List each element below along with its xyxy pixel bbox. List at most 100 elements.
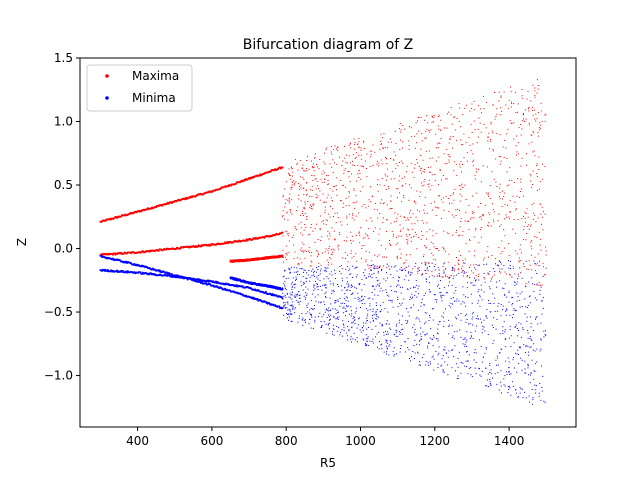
- point-maxima-chaotic: [300, 187, 302, 189]
- point-minima-branch: [205, 282, 207, 285]
- point-maxima-chaotic: [456, 230, 458, 232]
- point-minima-chaotic: [428, 320, 430, 322]
- point-minima-chaotic: [311, 270, 313, 272]
- x-tick-label: 800: [275, 434, 298, 448]
- point-maxima-chaotic: [432, 230, 434, 232]
- point-maxima-chaotic: [414, 231, 416, 233]
- point-maxima-chaotic: [297, 206, 299, 208]
- point-maxima-chaotic: [349, 142, 351, 144]
- point-maxima-chaotic: [415, 122, 417, 124]
- point-maxima-branch: [176, 200, 178, 203]
- point-minima-chaotic: [477, 264, 479, 266]
- point-maxima-chaotic: [352, 160, 354, 162]
- point-maxima-chaotic: [380, 140, 382, 142]
- point-minima-chaotic: [448, 350, 450, 352]
- point-minima-chaotic: [466, 313, 468, 315]
- point-maxima-chaotic: [331, 227, 333, 229]
- point-minima-chaotic: [529, 335, 531, 337]
- point-maxima-chaotic: [505, 104, 507, 106]
- point-minima-branch: [139, 271, 142, 274]
- point-maxima-chaotic: [402, 162, 404, 164]
- point-minima-chaotic: [298, 317, 300, 319]
- point-maxima-chaotic: [499, 114, 501, 116]
- point-maxima-chaotic: [503, 195, 505, 197]
- point-minima-chaotic: [294, 307, 296, 309]
- point-maxima-chaotic: [423, 222, 425, 224]
- point-minima-chaotic: [408, 315, 410, 317]
- point-minima-chaotic: [363, 284, 365, 286]
- point-maxima-chaotic: [371, 196, 373, 198]
- point-minima-chaotic: [539, 293, 541, 295]
- point-maxima-chaotic: [411, 268, 413, 270]
- point-minima-chaotic: [441, 358, 443, 360]
- point-maxima-chaotic: [416, 159, 418, 161]
- point-minima-chaotic: [348, 329, 350, 331]
- point-maxima-chaotic: [488, 274, 490, 276]
- point-minima-branch: [256, 298, 259, 300]
- point-maxima-branch: [273, 169, 276, 172]
- point-minima-chaotic: [481, 289, 483, 291]
- point-maxima-branch: [175, 248, 177, 250]
- point-minima-chaotic: [466, 351, 468, 352]
- point-minima-chaotic: [531, 359, 533, 361]
- point-minima-chaotic: [322, 284, 324, 286]
- point-maxima-chaotic: [390, 141, 392, 143]
- point-maxima-chaotic: [385, 157, 387, 159]
- point-maxima-chaotic: [316, 223, 318, 225]
- point-maxima-chaotic: [421, 234, 423, 236]
- point-minima-chaotic: [328, 307, 330, 309]
- point-minima-branch: [191, 278, 194, 281]
- point-minima-chaotic: [354, 322, 356, 324]
- point-maxima-chaotic: [460, 126, 462, 128]
- point-minima-chaotic: [424, 269, 426, 271]
- point-maxima-chaotic: [288, 240, 290, 242]
- point-maxima-chaotic: [478, 117, 480, 119]
- point-maxima-chaotic: [300, 227, 302, 229]
- point-minima-chaotic: [513, 309, 515, 311]
- point-maxima-chaotic: [379, 184, 381, 186]
- point-minima-chaotic: [520, 357, 522, 359]
- point-minima-chaotic: [518, 347, 520, 349]
- point-maxima-chaotic: [401, 185, 403, 187]
- point-minima-branch: [215, 285, 218, 288]
- point-minima-chaotic: [284, 270, 286, 272]
- point-maxima-chaotic: [361, 245, 363, 247]
- point-minima-chaotic: [541, 300, 543, 302]
- point-minima-chaotic: [542, 275, 544, 277]
- point-maxima-chaotic: [494, 258, 496, 260]
- point-minima-chaotic: [437, 324, 439, 326]
- point-maxima-branch: [196, 245, 199, 248]
- point-minima-chaotic: [475, 361, 477, 363]
- point-maxima-chaotic: [525, 239, 527, 241]
- point-maxima-branch: [146, 208, 148, 211]
- point-minima-chaotic: [319, 270, 321, 272]
- point-minima-chaotic: [354, 339, 356, 341]
- point-minima-chaotic: [471, 282, 473, 284]
- point-minima-chaotic: [530, 338, 532, 340]
- point-minima-branch: [151, 267, 154, 270]
- point-minima-chaotic: [462, 286, 464, 288]
- point-maxima-chaotic: [431, 184, 433, 186]
- point-maxima-chaotic: [449, 138, 451, 140]
- point-maxima-chaotic: [425, 272, 427, 274]
- point-maxima-chaotic: [521, 217, 523, 219]
- point-maxima-chaotic: [374, 254, 376, 256]
- point-minima-chaotic: [380, 344, 382, 346]
- point-maxima-chaotic: [421, 133, 423, 135]
- point-maxima-chaotic: [459, 255, 461, 257]
- point-maxima-chaotic: [361, 165, 363, 167]
- point-minima-chaotic: [321, 324, 323, 326]
- point-minima-chaotic: [329, 280, 331, 282]
- point-maxima-chaotic: [303, 251, 305, 253]
- point-maxima-chaotic: [407, 229, 409, 231]
- point-maxima-chaotic: [482, 214, 484, 216]
- point-maxima-chaotic: [535, 264, 537, 266]
- point-maxima-chaotic: [517, 219, 519, 221]
- point-maxima-chaotic: [323, 161, 325, 163]
- point-maxima-chaotic: [523, 229, 525, 231]
- point-maxima-chaotic: [337, 147, 339, 149]
- point-maxima-chaotic: [486, 251, 488, 253]
- point-maxima-chaotic: [532, 184, 534, 186]
- point-minima-chaotic: [313, 270, 315, 272]
- point-minima-chaotic: [417, 351, 419, 353]
